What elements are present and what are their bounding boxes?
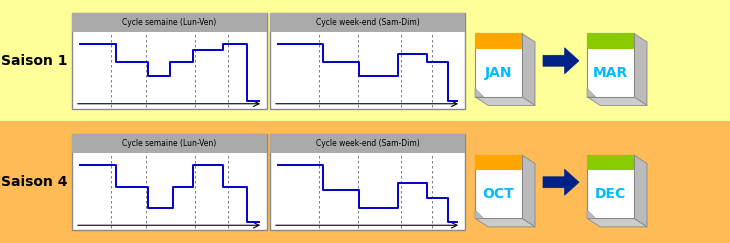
Bar — [72, 134, 267, 230]
Bar — [475, 33, 522, 49]
Bar — [72, 134, 267, 153]
Polygon shape — [522, 155, 535, 227]
Polygon shape — [634, 33, 647, 105]
Text: Cycle week-end (Sam-Dim): Cycle week-end (Sam-Dim) — [315, 18, 419, 27]
Text: Cycle semaine (Lun-Ven): Cycle semaine (Lun-Ven) — [123, 18, 217, 27]
Bar — [72, 13, 267, 109]
Bar — [0, 0, 730, 122]
Polygon shape — [522, 33, 535, 105]
Polygon shape — [587, 210, 596, 218]
Bar — [587, 33, 634, 97]
Bar — [475, 155, 522, 170]
Polygon shape — [475, 88, 483, 97]
Bar — [587, 33, 634, 49]
Polygon shape — [475, 210, 483, 218]
Polygon shape — [543, 169, 579, 195]
Polygon shape — [587, 88, 596, 97]
Bar — [0, 122, 730, 243]
Polygon shape — [634, 155, 647, 227]
Text: JAN: JAN — [485, 66, 512, 80]
Text: Saison 1: Saison 1 — [1, 54, 67, 68]
Bar — [270, 134, 465, 230]
Text: Saison 4: Saison 4 — [1, 175, 67, 189]
Text: Cycle semaine (Lun-Ven): Cycle semaine (Lun-Ven) — [123, 139, 217, 148]
Bar — [72, 13, 267, 32]
Polygon shape — [543, 48, 579, 74]
Bar — [475, 155, 522, 218]
Bar — [475, 33, 522, 97]
Text: OCT: OCT — [483, 187, 514, 201]
Bar — [270, 134, 465, 153]
Bar — [587, 155, 634, 170]
Polygon shape — [587, 97, 647, 105]
Text: DEC: DEC — [595, 187, 626, 201]
Polygon shape — [475, 97, 535, 105]
Bar — [270, 13, 465, 32]
Polygon shape — [475, 218, 535, 227]
Text: Cycle week-end (Sam-Dim): Cycle week-end (Sam-Dim) — [315, 139, 419, 148]
Bar — [270, 13, 465, 109]
Text: MAR: MAR — [593, 66, 628, 80]
Bar — [587, 155, 634, 218]
Polygon shape — [587, 218, 647, 227]
